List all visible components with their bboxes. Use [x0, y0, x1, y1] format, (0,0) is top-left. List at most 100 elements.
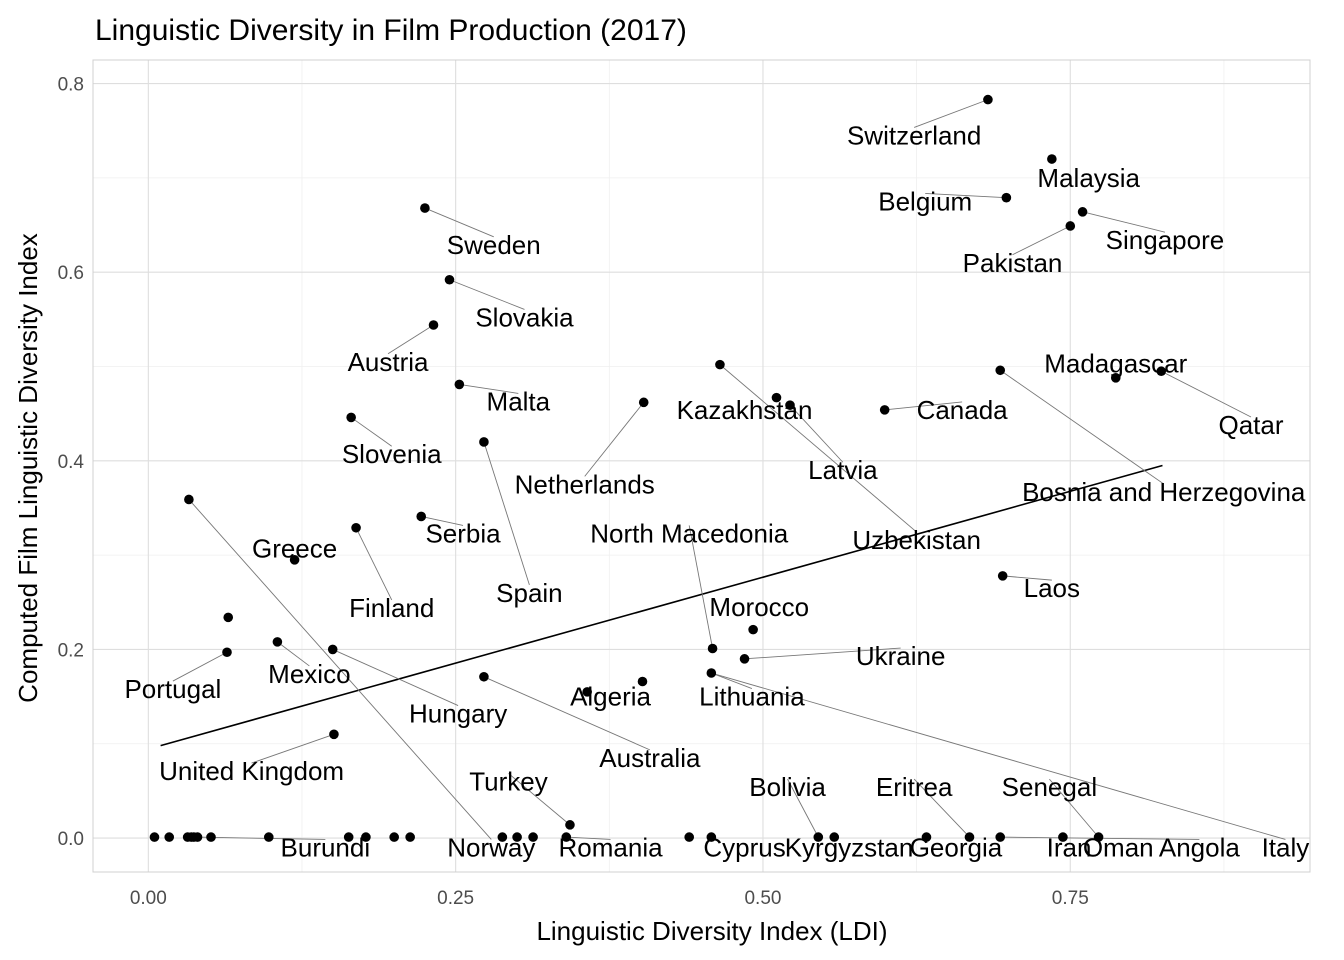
label-leader-line	[914, 99, 989, 128]
label-leader-line	[884, 401, 963, 411]
point-label: Laos	[1024, 573, 1080, 603]
data-point	[983, 94, 993, 105]
data-point	[343, 832, 354, 842]
point-label: Australia	[599, 743, 701, 773]
point-label: Slovakia	[475, 302, 574, 332]
data-point	[351, 522, 361, 533]
trend-layer	[160, 464, 1163, 747]
point-label: Hungary	[409, 699, 507, 729]
label-leader-line	[1012, 225, 1071, 256]
chart-title: Linguistic Diversity in Film Production …	[95, 14, 687, 47]
label-leader-line	[197, 836, 326, 840]
data-point	[1110, 373, 1121, 383]
data-point	[263, 832, 274, 842]
trend-line	[160, 464, 1163, 747]
data-point	[192, 832, 203, 842]
point-label: Bosnia and Herzegovina	[1022, 477, 1306, 507]
y-tick-label: 0.6	[58, 263, 84, 284]
data-point	[785, 400, 795, 410]
data-point	[637, 676, 648, 687]
label-leader-line	[483, 441, 530, 585]
label-leader-line	[483, 676, 651, 751]
label-leader-line	[188, 499, 492, 840]
data-point	[428, 320, 439, 330]
label-leader-line	[999, 369, 1164, 485]
point-label: Sweden	[447, 230, 541, 260]
data-point	[405, 832, 415, 842]
data-point	[715, 359, 725, 370]
point-label: North Macedonia	[590, 518, 789, 548]
point-label: Pakistan	[963, 248, 1063, 278]
data-point	[327, 644, 338, 655]
point-label: United Kingdom	[159, 756, 344, 786]
point-label: Malta	[487, 386, 551, 416]
data-point	[1058, 832, 1068, 842]
data-point	[361, 832, 371, 842]
label-leader-line	[459, 383, 519, 394]
data-point	[997, 571, 1008, 581]
label-leader-line	[424, 207, 494, 238]
x-tick-label: 0.50	[744, 888, 781, 909]
y-tick-label: 0.4	[58, 452, 85, 473]
data-point	[739, 654, 750, 664]
data-point	[164, 832, 175, 842]
data-point	[582, 687, 592, 697]
x-tick-label: 0.25	[437, 888, 474, 909]
data-point	[389, 832, 399, 842]
data-point	[684, 832, 695, 842]
data-point	[706, 668, 717, 678]
data-point	[813, 832, 824, 842]
label-leader-line	[789, 404, 844, 463]
data-point	[879, 405, 890, 415]
label-leader-line	[1082, 211, 1166, 233]
point-label: Oman	[1083, 832, 1154, 862]
data-point	[329, 729, 339, 740]
axis-ticks: 0.00 0.25 0.50 0.75 0.0 0.2 0.4 0.6 0.8	[58, 75, 1089, 909]
label-leader-line	[251, 733, 335, 764]
point-label: Eritrea	[876, 772, 953, 802]
data-point	[1156, 366, 1167, 377]
panel-border	[92, 59, 1311, 873]
data-point	[707, 643, 718, 654]
data-point	[1077, 207, 1088, 217]
label-leader-line	[584, 402, 645, 477]
label-leader-line	[421, 516, 464, 526]
point-label: Kyrgyzstan	[785, 832, 914, 862]
data-point	[346, 412, 356, 423]
point-label: Cyprus	[703, 832, 785, 862]
data-point	[479, 437, 489, 447]
point-label: Canada	[917, 395, 1009, 425]
label-leader-line	[355, 527, 393, 601]
data-point	[420, 203, 430, 213]
label-leader-line	[350, 417, 392, 447]
y-axis-title: Computed Film Linguistic Diversity Index	[13, 233, 43, 703]
point-label: Serbia	[425, 518, 501, 548]
label-leader-line	[508, 773, 571, 826]
x-tick-label: 0.75	[1052, 888, 1089, 909]
data-point	[829, 832, 840, 842]
data-point	[1047, 154, 1057, 164]
label-leader-line	[387, 324, 434, 355]
point-label: Greece	[252, 534, 337, 564]
label-leader-line	[711, 672, 1286, 840]
point-label: Senegal	[1002, 772, 1097, 802]
data-point	[921, 832, 932, 842]
point-label: Mexico	[268, 659, 350, 689]
point-label: Netherlands	[515, 469, 655, 499]
data-point	[223, 612, 234, 623]
data-point	[638, 397, 649, 408]
label-leader-line	[711, 672, 753, 690]
y-tick-label: 0.2	[58, 640, 84, 661]
data-point	[206, 832, 216, 842]
point-label: Angola	[1159, 832, 1240, 862]
point-label: Turkey	[469, 766, 548, 796]
data-point	[454, 379, 465, 390]
data-point	[222, 647, 232, 658]
data-point	[528, 832, 538, 842]
label-leader-line	[449, 279, 525, 310]
point-label: Morocco	[709, 592, 809, 622]
label-leader-line	[925, 193, 1007, 199]
point-label: Portugal	[124, 674, 221, 704]
point-label: Malaysia	[1037, 163, 1140, 193]
